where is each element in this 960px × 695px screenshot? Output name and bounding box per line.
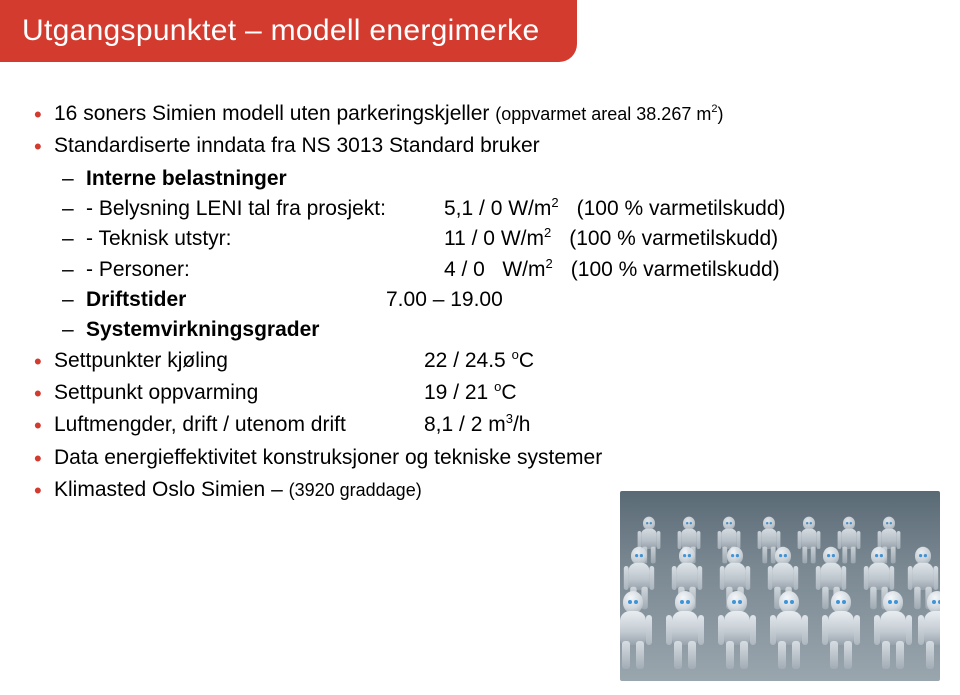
drift-label: Driftstider [86,286,386,314]
page-title: Utgangspunktet – modell energimerke [22,14,539,47]
bullet-standard-text: Standardiserte inndata fra NS 3013 Stand… [54,134,540,157]
bullet-luftmengder: Luftmengder, drift / utenom drift 8,1 / … [28,411,928,439]
klima-paren: (3920 graddage) [289,480,422,500]
oppv-value-text: 19 / 21 [424,381,494,404]
row-personer-note: (100 % varmetilskudd) [571,256,780,284]
klima-prefix: Klimasted Oslo Simien – [54,478,289,501]
row-belysning-note: (100 % varmetilskudd) [577,195,786,223]
bullet-settpunkt-kjoling: Settpunkter kjøling 22 / 24.5 oC [28,347,928,375]
kjoling-value-text: 22 / 24.5 [424,349,512,372]
row-teknisk-label: - Teknisk utstyr: [86,225,444,253]
row-teknisk-value-text: 11 / 0 W/m [444,227,544,250]
luft-label: Luftmengder, drift / utenom drift [54,411,424,439]
row-personer-value: 4 / 0 W/m2 [444,256,553,284]
row-belysning: - Belysning LENI tal fra prosjekt: 5,1 /… [28,195,928,223]
row-teknisk: - Teknisk utstyr: 11 / 0 W/m2 (100 % var… [28,225,928,253]
slide-content: 16 soners Simien modell uten parkeringsk… [28,100,928,508]
interne-heading: Interne belastninger [86,167,287,190]
oppv-unit: C [501,381,516,404]
title-banner: Utgangspunktet – modell energimerke [0,0,577,62]
sub-interne-belastninger: Interne belastninger [28,165,928,193]
row-systemvirkningsgrader: Systemvirkningsgrader [28,316,928,344]
kjoling-unit: C [519,349,534,372]
row-belysning-value-text: 5,1 / 0 W/m [444,197,551,220]
row-teknisk-note: (100 % varmetilskudd) [569,225,778,253]
row-belysning-label: - Belysning LENI tal fra prosjekt: [86,195,444,223]
drift-value: 7.00 – 19.00 [386,286,503,314]
oppv-value: 19 / 21 oC [424,379,516,407]
kjoling-label: Settpunkter kjøling [54,347,424,375]
row-personer-value-text: 4 / 0 W/m [444,258,546,281]
row-belysning-sup: 2 [551,195,558,210]
row-teknisk-value: 11 / 0 W/m2 [444,225,551,253]
kjoling-value: 22 / 24.5 oC [424,347,534,375]
luft-value: 8,1 / 2 m3/h [424,411,530,439]
bullet-model-paren: (oppvarmet areal 38.267 m [495,104,711,124]
row-personer-sup: 2 [546,256,553,271]
bullet-model: 16 soners Simien modell uten parkeringsk… [28,100,928,128]
kjoling-sup: o [512,347,519,362]
bullet-model-after: ) [717,104,723,124]
oppv-label: Settpunkt oppvarming [54,379,424,407]
robot-image [620,491,940,681]
bullet-standard: Standardiserte inndata fra NS 3013 Stand… [28,132,928,160]
luft-sup: 3 [506,411,513,426]
row-driftstider: Driftstider 7.00 – 19.00 [28,286,928,314]
data-eff-text: Data energieffektivitet konstruksjoner o… [54,446,602,469]
bullet-model-prefix: 16 soners Simien modell uten parkeringsk… [54,102,495,125]
bullet-data-eff: Data energieffektivitet konstruksjoner o… [28,444,644,472]
luft-unit: /h [513,413,531,436]
row-belysning-value: 5,1 / 0 W/m2 [444,195,559,223]
row-teknisk-sup: 2 [544,225,551,240]
row-personer: - Personer: 4 / 0 W/m2 (100 % varmetilsk… [28,256,928,284]
row-personer-label: - Personer: [86,256,444,284]
sysvirk-label: Systemvirkningsgrader [86,318,319,341]
bullet-settpunkt-oppvarming: Settpunkt oppvarming 19 / 21 oC [28,379,928,407]
luft-value-text: 8,1 / 2 m [424,413,506,436]
